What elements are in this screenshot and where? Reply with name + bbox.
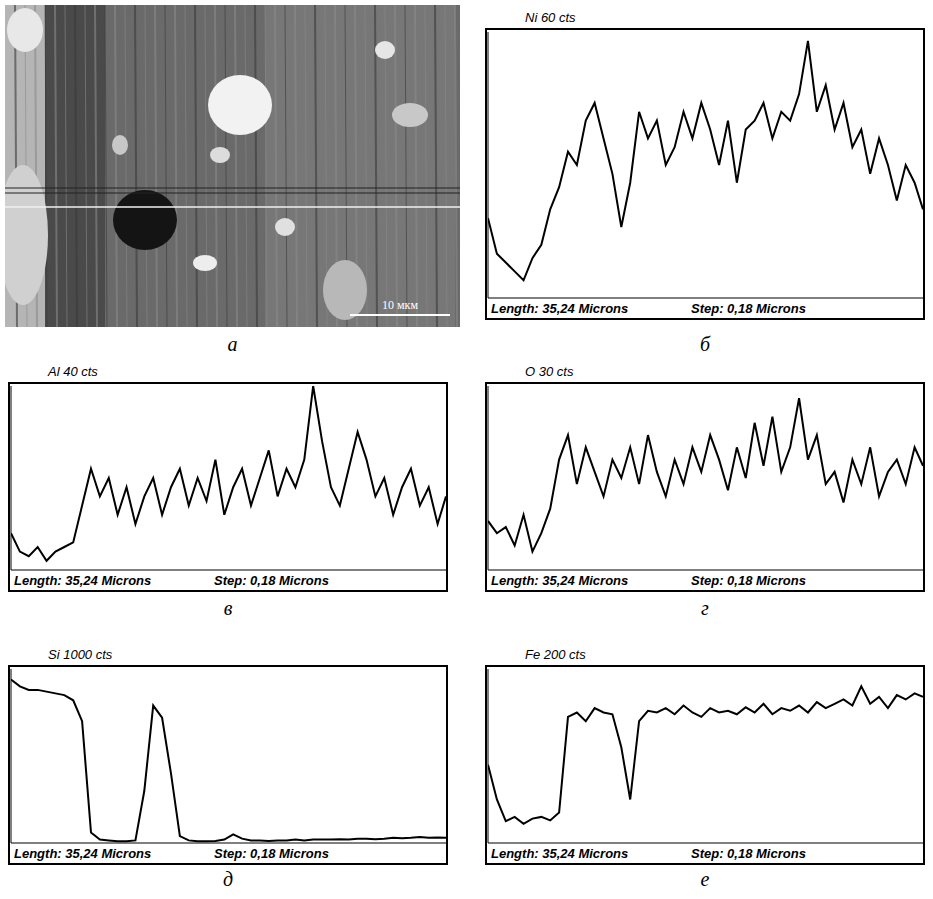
html-text:г: г [701,597,709,619]
html-text:Length: 35,24 Microns: Length: 35,24 Microns [491,301,629,316]
svg-text:10 мкм: 10 мкм [382,298,418,312]
html-text:в: в [223,597,233,619]
html-text:е: е [700,868,710,890]
html-text:а: а [227,333,238,355]
html-text:Length: 35,24 Microns: Length: 35,24 Microns [491,573,629,588]
html-text:Fe 200 cts: Fe 200 cts [525,647,586,662]
html-text:Length: 35,24 Microns: Length: 35,24 Microns [14,846,152,861]
html-text:Step: 0,18 Microns: Step: 0,18 Microns [214,846,329,861]
html-text:Step: 0,18 Microns: Step: 0,18 Microns [691,301,806,316]
html-text:Step: 0,18 Microns: Step: 0,18 Microns [691,573,806,588]
html-text:Ni 60 cts: Ni 60 cts [525,10,576,25]
html-text:д: д [222,868,234,890]
html-text:б: б [700,333,710,355]
html-text:Step: 0,18 Microns: Step: 0,18 Microns [691,846,806,861]
html-text:O 30 cts: O 30 cts [525,364,574,379]
html-text:Length: 35,24 Microns: Length: 35,24 Microns [14,573,152,588]
html-text:Al 40 cts: Al 40 cts [48,364,98,379]
html-text:Si 1000 cts: Si 1000 cts [48,647,113,662]
html-text:Step: 0,18 Microns: Step: 0,18 Microns [214,573,329,588]
html-text:Length: 35,24 Microns: Length: 35,24 Microns [491,846,629,861]
